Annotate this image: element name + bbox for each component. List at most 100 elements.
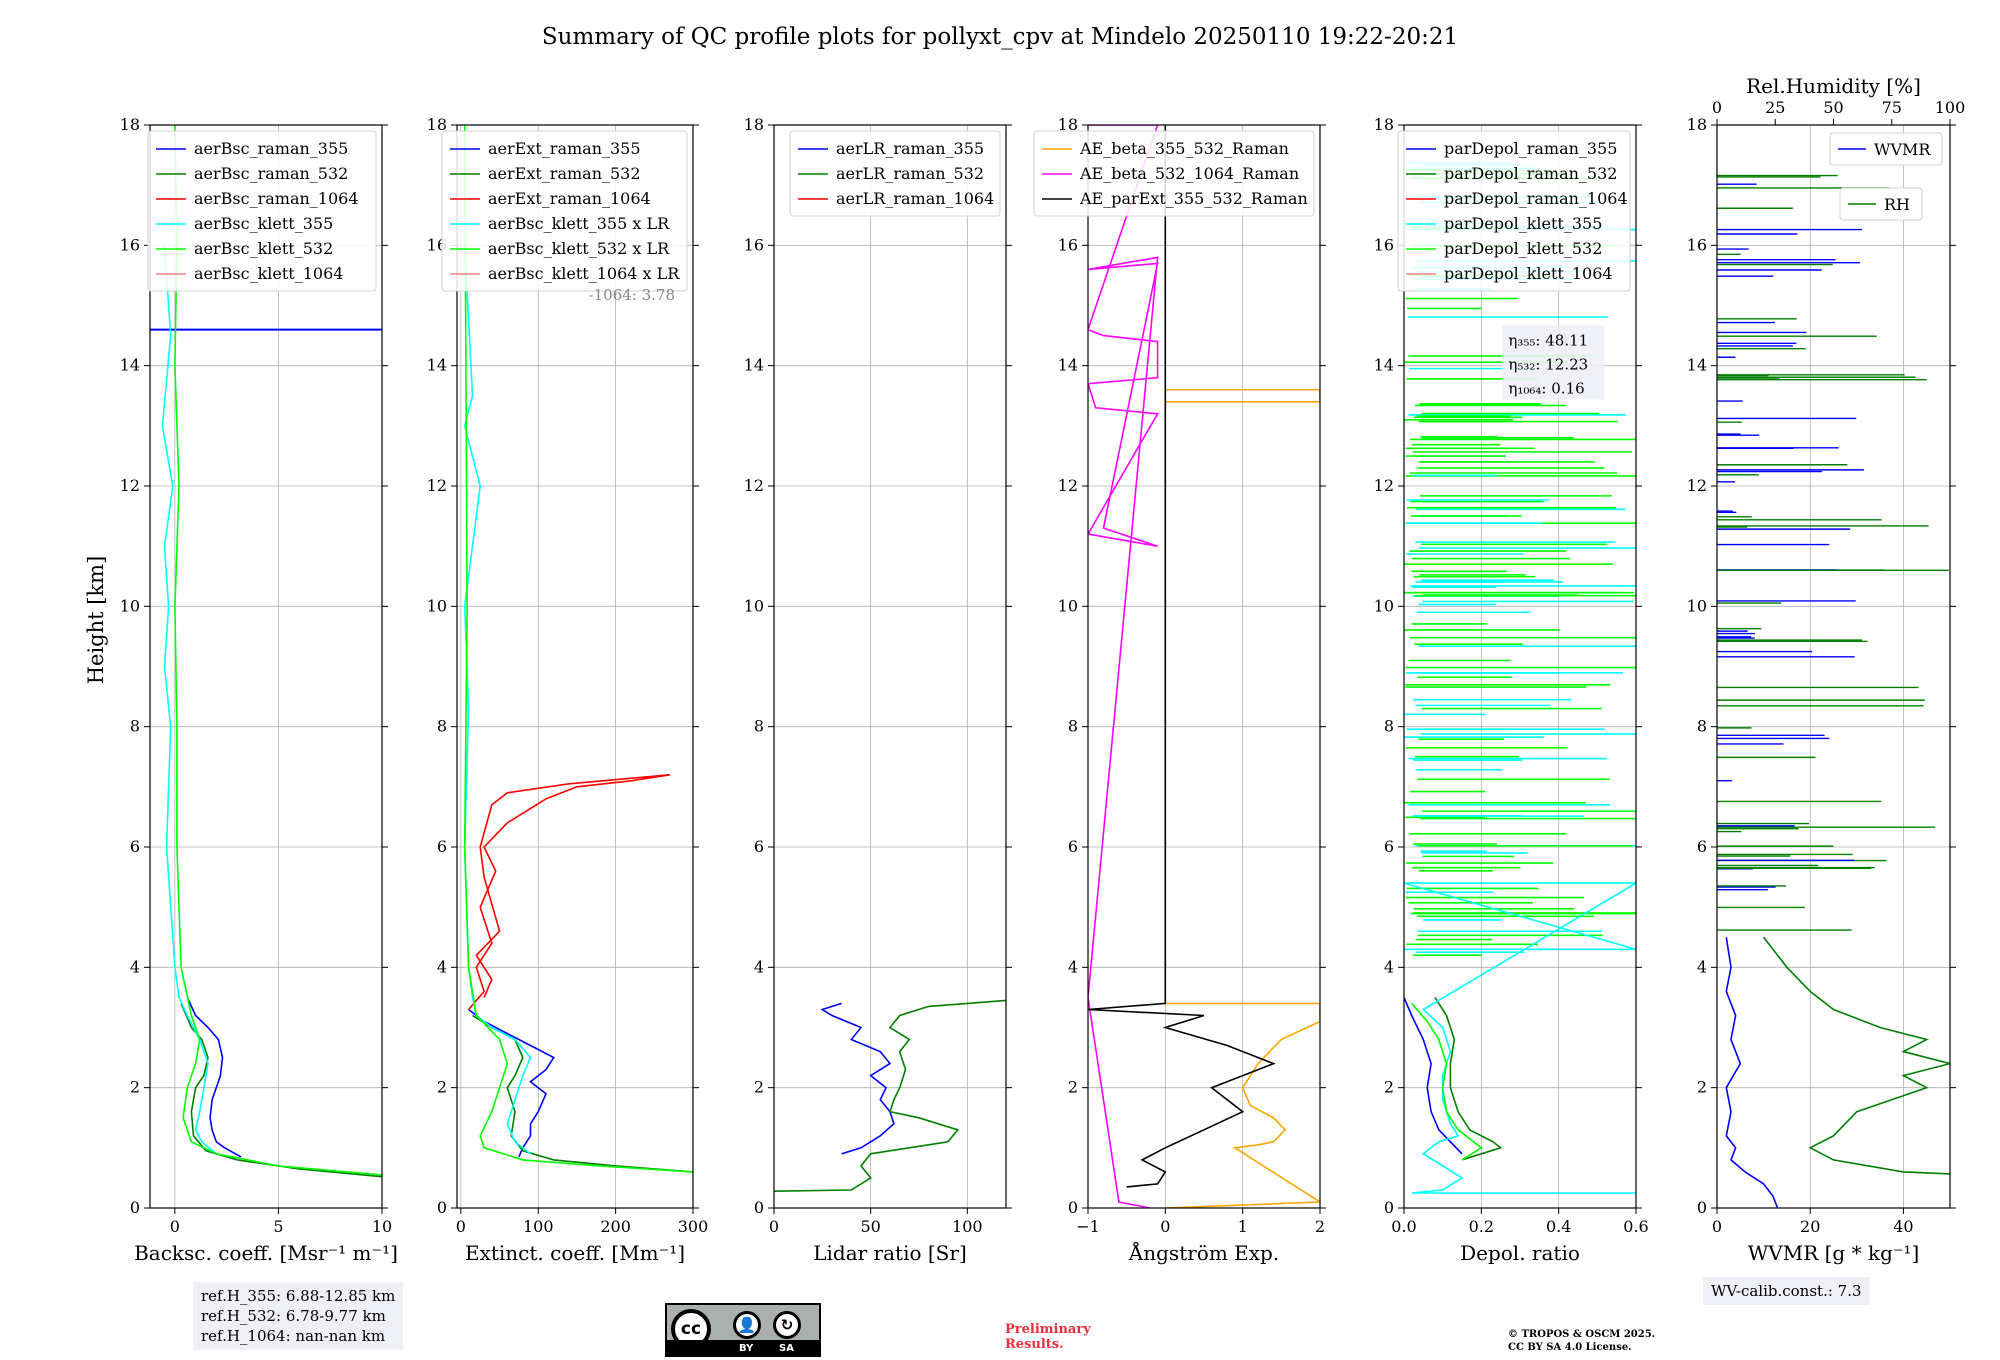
eta-line: η₁₀₆₄: 0.16 — [1508, 380, 1584, 398]
y-tick-label: 16 — [120, 235, 140, 254]
x-tick-label: 300 — [678, 1217, 709, 1236]
y-tick-label: 18 — [744, 115, 764, 134]
y-tick-label: 4 — [130, 957, 140, 976]
y-tick-label: 16 — [1687, 235, 1707, 254]
x-tick-label: 10 — [372, 1217, 392, 1236]
series-aerBsc_klett_532 x LR — [463, 125, 693, 1173]
y-tick-label: 2 — [130, 1078, 140, 1097]
x-tick-label: 5 — [273, 1217, 283, 1236]
series-parDepol_raman_532 — [1434, 996, 1503, 1161]
series-aerExt_raman_355 — [468, 1008, 555, 1158]
y-tick-label: 12 — [1374, 476, 1394, 495]
x-tick-label: 50 — [860, 1217, 880, 1236]
legend-label: aerLR_raman_1064 — [836, 189, 994, 208]
series-aerExt_raman_532 — [472, 1014, 693, 1173]
x-tick-label: 0 — [170, 1217, 180, 1236]
preliminary-line-1: Preliminary — [1005, 1322, 1091, 1337]
y-tick-label: 8 — [1384, 717, 1394, 736]
legend-label: aerBsc_klett_532 — [194, 239, 333, 258]
series-AE_parExt_355_532_Raman — [1088, 125, 1276, 1188]
y-tick-label: 8 — [1068, 717, 1078, 736]
y-tick-label: 14 — [1374, 356, 1394, 375]
plot-area-lr — [774, 999, 1006, 1192]
y-tick-label: 12 — [120, 476, 140, 495]
y-tick-label: 18 — [120, 115, 140, 134]
legend-label: parDepol_raman_355 — [1444, 139, 1617, 158]
x-axis-label-bsc: Backsc. coeff. [Msr⁻¹ m⁻¹] — [134, 1241, 398, 1265]
sa-share-icon: ↻ — [773, 1311, 801, 1339]
ref-height-532: ref.H_532: 6.78-9.77 km — [201, 1307, 386, 1325]
y-tick-label: 2 — [1697, 1078, 1707, 1097]
series-aerBsc_raman_532 — [180, 1003, 382, 1178]
copyright-line-1: © TROPOS & OSCM 2025. — [1508, 1329, 1656, 1340]
y-tick-label: 14 — [427, 356, 447, 375]
legend-label: aerBsc_raman_1064 — [194, 189, 359, 208]
plot-area-wv — [1717, 174, 1950, 1208]
x-tick-label: 0 — [1712, 1217, 1722, 1236]
legend-label: parDepol_klett_532 — [1444, 239, 1602, 258]
series-aerLR_raman_532 — [774, 999, 1006, 1192]
y-tick-label: 0 — [1384, 1198, 1394, 1217]
x-tick-label: 0.2 — [1469, 1217, 1494, 1236]
x-tick-label: 2 — [1315, 1217, 1325, 1236]
y-tick-label: 10 — [1687, 596, 1707, 615]
y-tick-label: 16 — [1058, 235, 1078, 254]
legend-label: aerLR_raman_532 — [836, 164, 984, 183]
panel-bsc: 0 5 10 0 2 4 6 8 10 12 14 16 18 Backsc. coeff. [Msr⁻¹… — [120, 115, 398, 1265]
series-AE_beta_532_1064_Raman — [1088, 125, 1159, 1208]
y-tick-label: 4 — [1068, 957, 1078, 976]
legend-box — [147, 130, 377, 292]
y-tick-label: 8 — [437, 717, 447, 736]
legend-label: WVMR — [1874, 140, 1931, 159]
cc-by-label: BY — [739, 1343, 754, 1354]
x-axis-label-ae: Ångström Exp. — [1128, 1240, 1279, 1265]
legend-label: parDepol_raman_1064 — [1444, 189, 1628, 208]
legend-label: aerBsc_klett_532 x LR — [488, 239, 670, 258]
y-tick-label: 4 — [754, 957, 764, 976]
y-tick-label: 0 — [1068, 1198, 1078, 1217]
series-AE_beta_355_532_Raman — [1164, 388, 1320, 1208]
legend-label: parDepol_klett_355 — [1444, 214, 1602, 233]
y-tick-label: 4 — [1697, 957, 1707, 976]
legend-box — [789, 130, 1001, 217]
y-tick-label: 14 — [120, 356, 140, 375]
preliminary-line-2: Results. — [1005, 1337, 1064, 1352]
y-tick-label: 6 — [1384, 837, 1394, 856]
legend-label: RH — [1884, 195, 1910, 214]
y-tick-label: 10 — [744, 596, 764, 615]
legend-box — [1839, 187, 1923, 221]
y-tick-label: 6 — [1068, 837, 1078, 856]
y-tick-label: 2 — [754, 1078, 764, 1097]
legend-label: aerBsc_klett_1064 — [194, 264, 343, 283]
y-axis-label: Height [km] — [84, 556, 108, 685]
wv-calib-box: WV-calib.const.: 7.3 — [1703, 1277, 1870, 1305]
y-tick-label: 14 — [1058, 356, 1078, 375]
y-tick-label: 2 — [437, 1078, 447, 1097]
axes-frame — [1403, 124, 1637, 1209]
y-tick-label: 10 — [427, 596, 447, 615]
y-tick-label: 12 — [1058, 476, 1078, 495]
legend-label: parDepol_raman_532 — [1444, 164, 1617, 183]
y-tick-label: 18 — [1058, 115, 1078, 134]
series-WVMR — [1725, 937, 1779, 1208]
legend-label: parDepol_klett_1064 — [1444, 264, 1613, 283]
plot-area-ext — [463, 125, 693, 1173]
x-tick-label: 200 — [600, 1217, 631, 1236]
panel-lr: 0 50 100 0 2 4 6 8 10 12 14 16 18 Lidar ratio [Sr] aer… — [744, 115, 1012, 1265]
x-axis-label-depol: Depol. ratio — [1460, 1241, 1580, 1265]
wv-calib-label: WV-calib.const.: 7.3 — [1711, 1282, 1862, 1300]
x-tick-label: 20 — [1800, 1217, 1820, 1236]
axes-frame — [1087, 124, 1321, 1209]
y-tick-label: 14 — [744, 356, 764, 375]
x-tick-label: 100 — [952, 1217, 983, 1236]
y-tick-label: 2 — [1384, 1078, 1394, 1097]
x-tick-label: 0 — [1160, 1217, 1170, 1236]
y-tick-label: 6 — [1697, 837, 1707, 856]
x-tick-label: 0 — [769, 1217, 779, 1236]
plot-area-bsc — [150, 125, 382, 1178]
x-axis-label-lr: Lidar ratio [Sr] — [813, 1241, 967, 1265]
x-axis-label-wv: WVMR [g * kg⁻¹] — [1748, 1241, 1920, 1265]
y-tick-label: 10 — [1058, 596, 1078, 615]
